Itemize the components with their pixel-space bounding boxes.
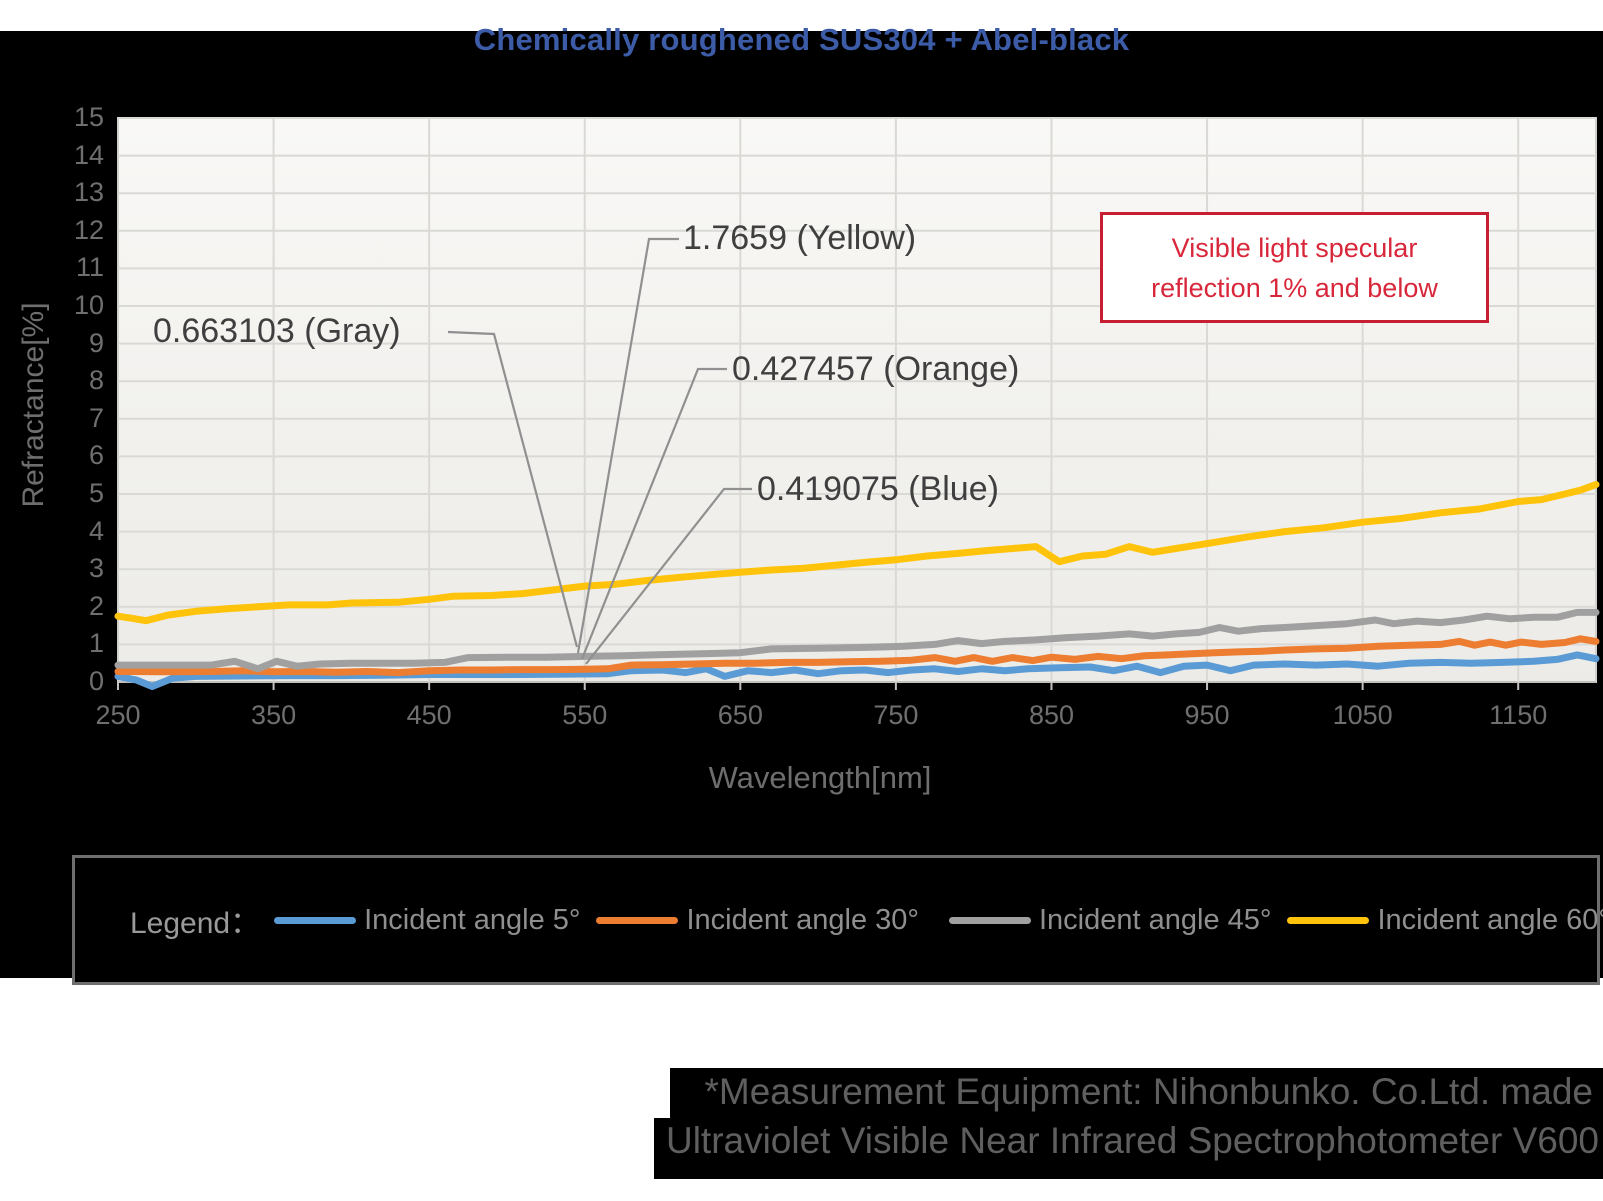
- legend-swatch-icon: [1287, 916, 1370, 924]
- x-tick-label: 1050: [1332, 700, 1393, 730]
- chart-title: Chemically roughened SUS304 + Abel-black: [473, 22, 1130, 57]
- legend-item: Incident angle 60°: [1287, 904, 1603, 937]
- x-tick-label: 750: [873, 700, 919, 730]
- data-series-lines: [114, 481, 1600, 690]
- y-tick-label: 3: [88, 553, 104, 584]
- callout-gray-value: 0.663103 (Gray): [153, 312, 401, 350]
- plot-area: [117, 117, 1597, 683]
- legend-item: Incident angle 5°: [274, 904, 580, 937]
- note-line-1: Visible light specular: [1171, 232, 1418, 263]
- legend-swatch-icon: [274, 916, 357, 924]
- y-tick-label: 11: [75, 252, 104, 283]
- legend-swatch-icon: [596, 916, 679, 924]
- x-tick-label: 650: [717, 700, 763, 730]
- y-tick-label: 10: [73, 290, 104, 320]
- callout-leader-line: [580, 367, 727, 660]
- legend-item-label: Incident angle 45°: [1038, 903, 1272, 936]
- footnote-line-1: *Measurement Equipment: Nihonbunko. Co.L…: [670, 1068, 1603, 1118]
- x-axis-title: Wavelength[nm]: [708, 760, 932, 795]
- y-tick-label: 9: [88, 327, 104, 358]
- y-tick-label: 6: [88, 440, 104, 471]
- x-tick-label: 950: [1184, 700, 1230, 730]
- y-tick-label: 14: [73, 139, 104, 170]
- x-tick-label: 850: [1028, 700, 1074, 730]
- legend: Legend： Incident angle 5° Incident angle …: [72, 855, 1603, 985]
- y-tick-label: 1: [88, 628, 104, 659]
- footnote-line-2: Ultraviolet Visible Near Infrared Spectr…: [653, 1117, 1603, 1179]
- callout-leader-line: [447, 330, 579, 648]
- legend-item-label: Incident angle 30°: [686, 903, 919, 936]
- callout-orange-value: 0.427457 (Orange): [732, 350, 1020, 388]
- y-tick-label: 15: [73, 102, 104, 132]
- y-tick-label: 12: [73, 214, 104, 245]
- specular-reflection-note-box: Visible light specular reflection 1% and…: [1100, 212, 1489, 323]
- x-tick-label: 550: [562, 700, 608, 730]
- y-tick-label: 7: [88, 402, 104, 433]
- legend-item-label: Incident angle 5°: [364, 903, 581, 936]
- series-line-incident-angle-45-: [114, 608, 1600, 673]
- x-tick-label: 250: [95, 700, 141, 730]
- y-axis-title: Refractance[%]: [17, 302, 50, 508]
- gridlines: [117, 117, 1596, 690]
- y-tick-label: 4: [88, 515, 104, 546]
- legend-item: Incident angle 30°: [596, 904, 919, 937]
- y-tick-label: 8: [88, 365, 104, 396]
- series-line-incident-angle-30-: [114, 635, 1600, 677]
- y-tick-label: 2: [88, 590, 104, 621]
- callout-blue-value: 0.419075 (Blue): [757, 470, 999, 508]
- y-tick-label: 5: [88, 478, 104, 508]
- legend-item: Incident angle 45°: [948, 903, 1272, 937]
- series-line-incident-angle-60-: [114, 481, 1600, 625]
- y-tick-label: 0: [88, 666, 104, 696]
- x-tick-label: 1150: [1489, 700, 1548, 730]
- footnotes: *Measurement Equipment: Nihonbunko. Co.L…: [653, 1068, 1603, 1179]
- legend-item-label: Incident angle 60°: [1377, 903, 1603, 936]
- callout-yellow-value: 1.7659 (Yellow): [683, 219, 917, 257]
- legend-label: Legend：: [130, 907, 261, 940]
- legend-swatch-icon: [948, 916, 1031, 924]
- callout-leader-line: [576, 237, 679, 654]
- note-line-2: reflection 1% and below: [1151, 272, 1438, 303]
- x-tick-label: 350: [251, 700, 297, 730]
- callout-leader-line: [585, 487, 752, 665]
- y-tick-label: 13: [73, 177, 104, 208]
- x-tick-label: 450: [406, 700, 452, 730]
- callout-leader-lines: [447, 237, 752, 665]
- legend-items: Incident angle 5° Incident angle 30° Incid…: [260, 904, 1603, 937]
